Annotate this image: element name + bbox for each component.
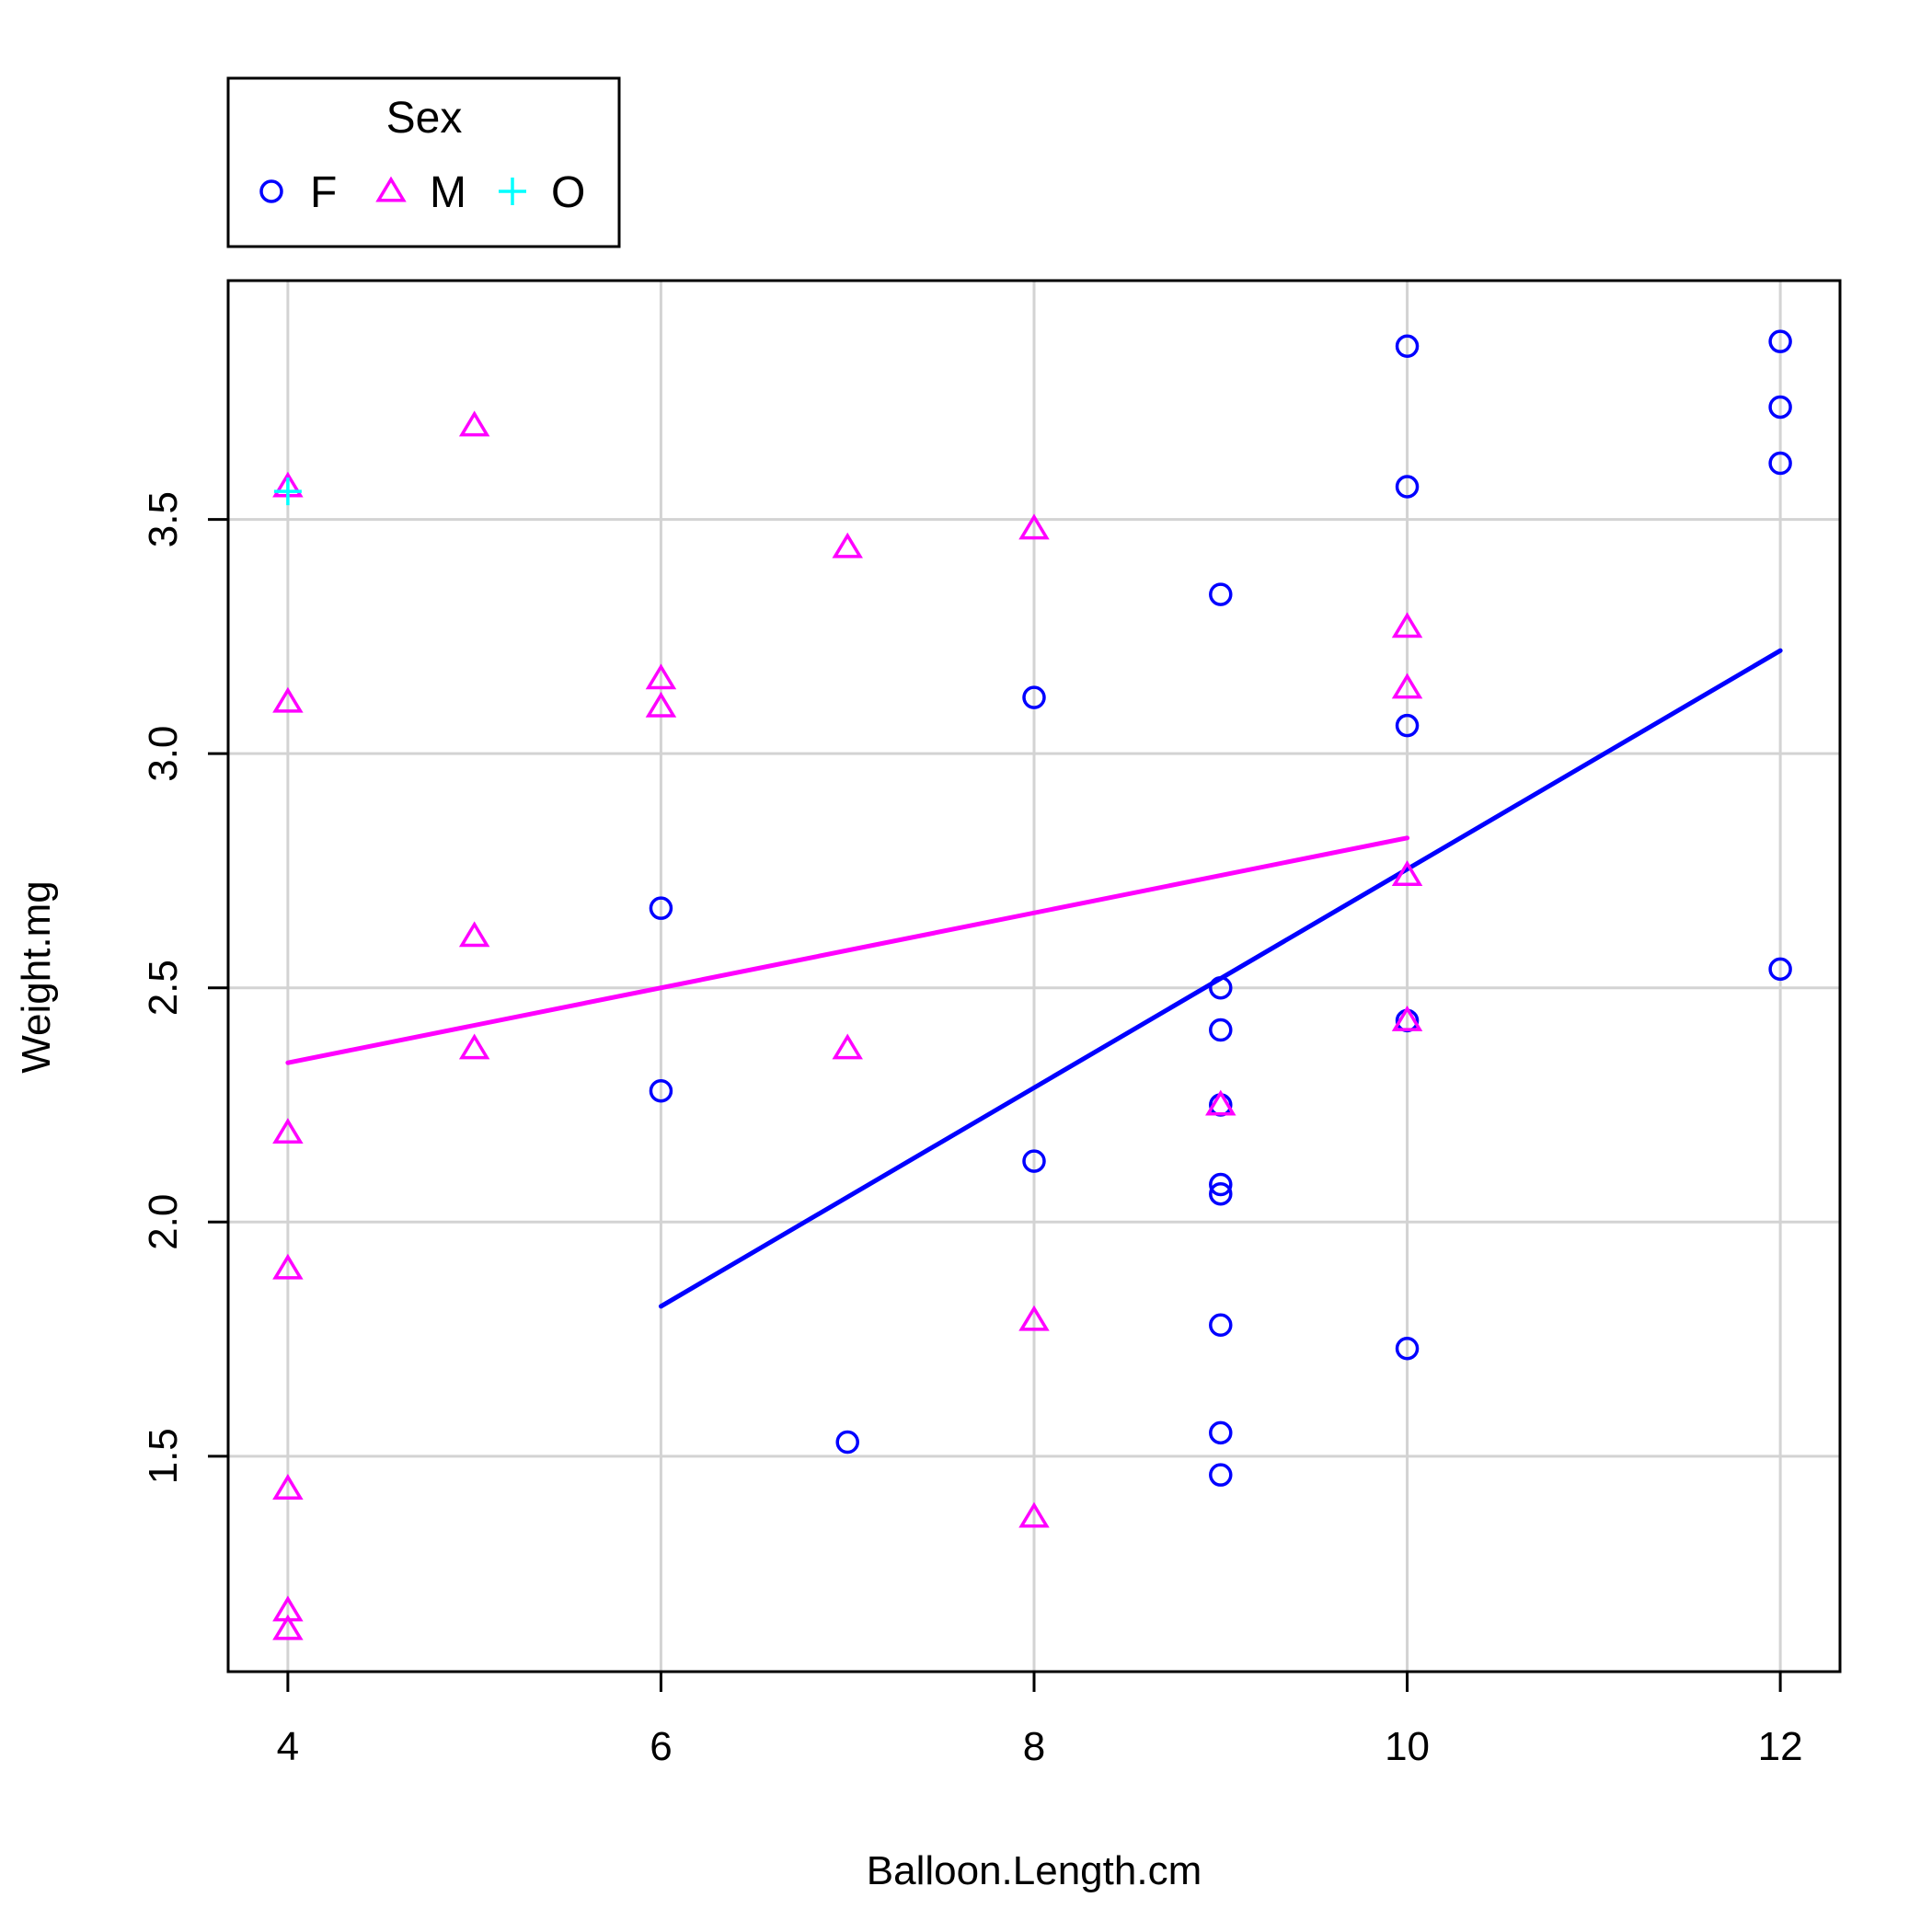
legend-title: Sex: [386, 94, 463, 143]
data-point-m: [1018, 1305, 1050, 1331]
legend-marker-m: [375, 176, 407, 202]
y-tick-label: 1.5: [141, 1428, 186, 1484]
data-point-f: [649, 896, 673, 920]
data-point-m: [458, 921, 490, 948]
legend-marker-f: [259, 179, 283, 203]
data-point-m: [458, 1033, 490, 1060]
data-point-f: [1209, 1313, 1233, 1338]
data-point-m: [1018, 1501, 1050, 1528]
legend-marker-o: [499, 178, 526, 205]
x-tick-label: 10: [1385, 1724, 1430, 1769]
x-axis-title: Balloon.Length.cm: [867, 1848, 1202, 1893]
data-point-f: [1209, 582, 1233, 606]
data-point-f: [1768, 957, 1792, 982]
data-point-f: [1209, 1420, 1233, 1445]
data-point-m: [645, 663, 677, 690]
data-point-f: [1395, 713, 1420, 738]
fit-line-m: [285, 835, 1410, 1065]
x-tick-label: 12: [1758, 1724, 1803, 1769]
y-axis: 1.5 2.0 2.5 3.0 3.5: [141, 491, 228, 1484]
legend-label-f: F: [310, 168, 337, 217]
data-point-f: [1395, 475, 1420, 499]
data-point-m: [272, 1474, 304, 1500]
data-point-f: [1768, 329, 1792, 353]
data-point-m: [458, 410, 490, 437]
data-point-f: [1768, 451, 1792, 476]
legend-box: [226, 76, 621, 248]
data-points: [272, 329, 1792, 1640]
y-tick-label: 2.0: [141, 1194, 186, 1250]
data-point-o: [273, 477, 302, 506]
data-point-f: [1395, 1336, 1420, 1361]
data-point-m: [1391, 612, 1423, 638]
legend-label-m: M: [430, 168, 466, 217]
data-point-m: [832, 532, 863, 558]
x-tick-label: 8: [1023, 1724, 1045, 1769]
y-tick-label: 2.5: [141, 960, 186, 1016]
data-point-f: [1209, 975, 1233, 1000]
data-point-f: [1209, 1172, 1233, 1197]
data-point-m: [1205, 1089, 1236, 1116]
x-tick-label: 6: [650, 1724, 672, 1769]
data-point-f: [1768, 395, 1792, 420]
data-point-f: [1209, 1018, 1233, 1042]
data-point-m: [272, 686, 304, 713]
data-point-m: [272, 1118, 304, 1144]
y-tick-label: 3.0: [141, 726, 186, 782]
data-point-m: [272, 1253, 304, 1280]
data-point-f: [1395, 334, 1420, 359]
grid-lines: [228, 281, 1840, 1672]
data-point-f: [1022, 685, 1046, 709]
data-point-f: [835, 1430, 859, 1455]
x-axis: 4 6 8 10 12: [277, 1672, 1803, 1769]
x-tick-label: 4: [277, 1724, 299, 1769]
data-point-f: [1022, 1149, 1046, 1173]
data-point-f: [1209, 1181, 1233, 1206]
data-point-f: [649, 1078, 673, 1103]
data-point-m: [1391, 1005, 1423, 1031]
y-tick-label: 3.5: [141, 491, 186, 547]
data-point-m: [832, 1033, 863, 1060]
data-point-m: [1391, 673, 1423, 699]
legend-label-o: O: [551, 168, 585, 217]
data-point-m: [272, 1614, 304, 1640]
legend: Sex F M O: [226, 76, 621, 248]
y-axis-title: Weight.mg: [14, 880, 59, 1074]
data-point-m: [1018, 513, 1050, 540]
data-point-m: [645, 691, 677, 718]
data-point-m: [1391, 860, 1423, 887]
data-point-f: [1209, 1463, 1233, 1487]
